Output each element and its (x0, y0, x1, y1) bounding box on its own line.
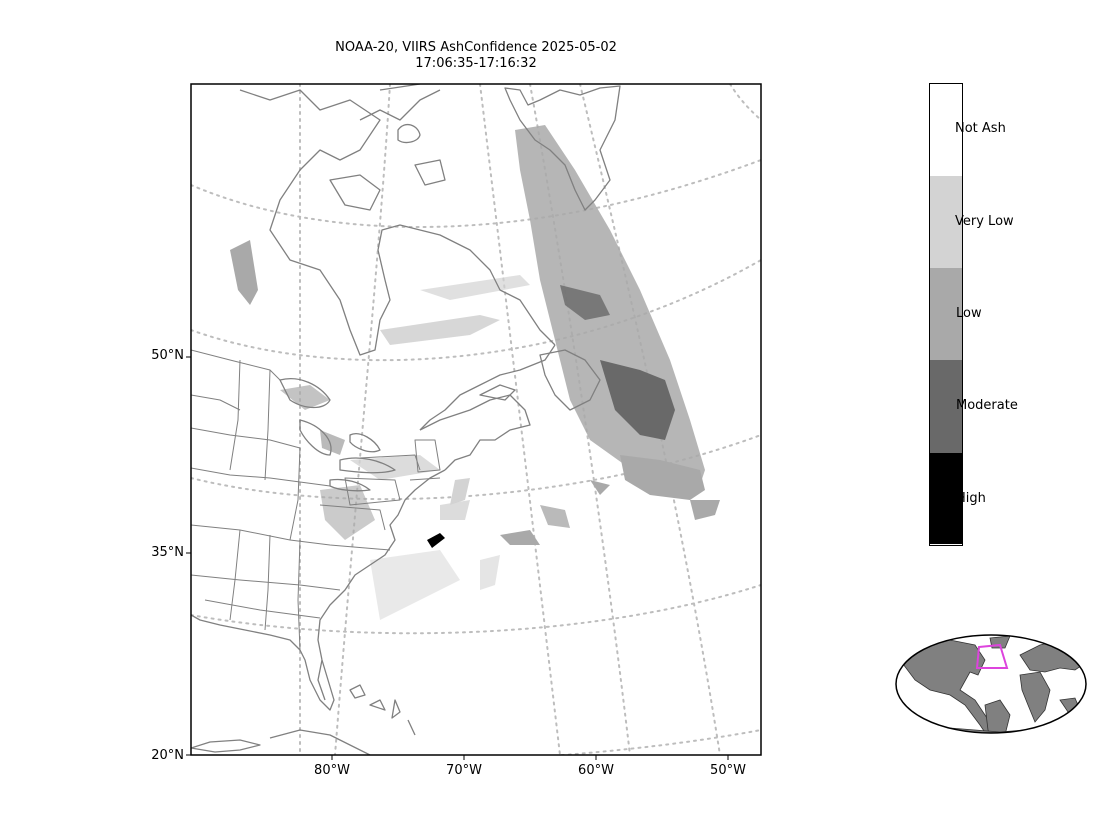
colorbar (929, 83, 963, 546)
lat-label-50: 50°N (151, 348, 184, 363)
lon-label-80: 80°W (314, 763, 350, 778)
coastlines (191, 84, 621, 755)
inset-extent-box (975, 643, 1009, 669)
colorbar-label-low: Low (956, 306, 982, 321)
colorbar-label-very-low: Very Low (955, 214, 1014, 229)
colorbar-segment-moderate (930, 360, 962, 453)
inset-globe (895, 634, 1087, 734)
lon-label-60: 60°W (578, 763, 614, 778)
map-frame (190, 83, 762, 756)
colorbar-label-high: High (956, 491, 986, 506)
colorbar-segment-not-ash (930, 84, 962, 176)
colorbar-segment-high (930, 453, 962, 544)
lon-label-70: 70°W (446, 763, 482, 778)
colorbar-label-moderate: Moderate (956, 398, 1018, 413)
axis-ticks (186, 356, 729, 760)
title-line-2: 17:06:35-17:16:32 (415, 56, 537, 71)
map-title: NOAA-20, VIIRS AshConfidence 2025-05-02 … (190, 40, 762, 72)
political-borders (191, 349, 441, 651)
lat-label-20: 20°N (151, 748, 184, 763)
title-line-1: NOAA-20, VIIRS AshConfidence 2025-05-02 (335, 40, 617, 55)
colorbar-segment-very-low (930, 176, 962, 268)
colorbar-label-not-ash: Not Ash (955, 121, 1006, 136)
colorbar-segment-low (930, 268, 962, 360)
lat-label-35: 35°N (151, 545, 184, 560)
main-map (191, 84, 761, 755)
lon-label-50: 50°W (710, 763, 746, 778)
